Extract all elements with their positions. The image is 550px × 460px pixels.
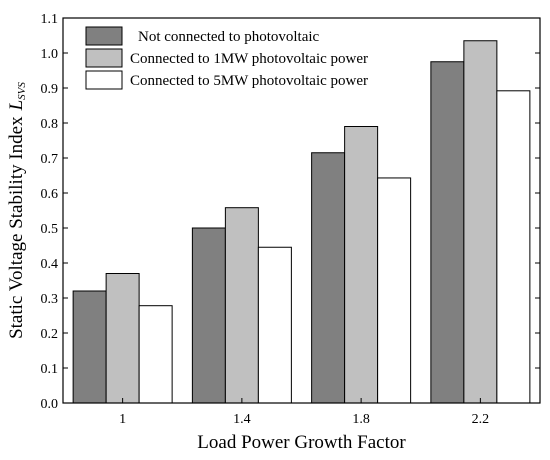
y-tick-label: 1.0 (41, 47, 59, 62)
bar-series-1 (72, 290, 107, 404)
x-tick-label: 2.2 (472, 412, 490, 427)
y-axis-label-text: Static Voltage Stability Index (6, 116, 27, 339)
y-tick-label: 1.1 (41, 12, 59, 27)
x-axis-label: Load Power Growth Factor (197, 432, 406, 453)
legend-label-2: Connected to 1MW photovoltaic power (130, 51, 368, 67)
x-tick-label: 1 (119, 412, 126, 427)
y-tick-label: 0.6 (41, 187, 59, 202)
bar-series-2 (105, 273, 140, 404)
legend-label-1: Not connected to photovoltaic (138, 29, 320, 45)
y-tick-label: 0.4 (41, 257, 59, 272)
legend: Not connected to photovoltaic Connected t… (85, 26, 368, 90)
bar-series-1 (311, 152, 346, 404)
bar-series-2 (463, 40, 498, 404)
y-axis-label-symbol: L (6, 100, 27, 112)
y-axis-label: Static Voltage Stability Index LSVS (6, 82, 28, 339)
legend-swatch-3 (85, 70, 123, 90)
x-tick-label: 1.8 (352, 412, 370, 427)
plot-frame (62, 17, 541, 404)
bar-series-3 (138, 305, 173, 404)
x-tick-label: 1.4 (233, 412, 251, 427)
y-tick-label: 0.7 (41, 152, 59, 167)
x-axis-ticks: 1 1.4 1.8 2.2 (119, 398, 489, 427)
bar-series-3 (496, 90, 531, 404)
y-tick-label: 0.3 (41, 292, 59, 307)
bar-series-3 (257, 246, 292, 404)
bar-series-2 (344, 126, 379, 404)
y-tick-label: 0.8 (41, 117, 59, 132)
y-tick-label: 0.9 (41, 82, 59, 97)
bar-series-3 (377, 177, 412, 404)
y-axis-label-subscript: SVS (16, 82, 28, 100)
y-tick-label: 0.1 (41, 362, 59, 377)
y-tick-label: 0.0 (41, 397, 59, 412)
legend-swatch-1 (85, 26, 123, 46)
bar-series-1 (191, 227, 226, 404)
bar-series-1 (430, 61, 465, 404)
y-tick-label: 0.2 (41, 327, 59, 342)
bar-series-2 (224, 207, 259, 404)
legend-label-3: Connected to 5MW photovoltaic power (130, 73, 368, 89)
y-axis-ticks: 0.0 0.1 0.2 0.3 0.4 0.5 0.6 0.7 0.8 0.9 1.0 1.1 (41, 12, 540, 412)
bars-layer (72, 40, 531, 404)
y-tick-label: 0.5 (41, 222, 59, 237)
legend-swatch-2 (85, 48, 123, 68)
